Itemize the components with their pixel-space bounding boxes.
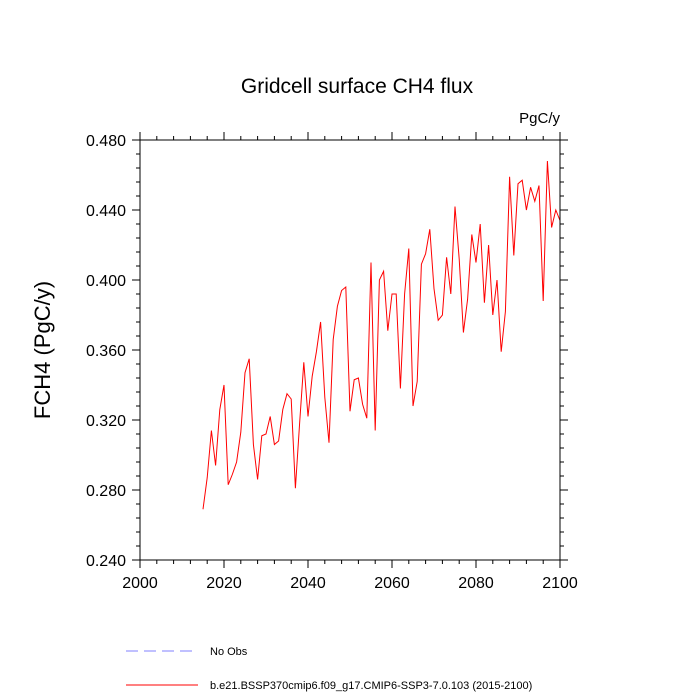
- y-tick-label: 0.240: [86, 553, 126, 570]
- y-tick-label: 0.480: [86, 133, 126, 150]
- y-tick-label: 0.280: [86, 483, 126, 500]
- x-tick-label: 2080: [458, 575, 494, 592]
- legend-label-1: b.e21.BSSP370cmip6.f09_g17.CMIP6-SSP3-7.…: [210, 680, 532, 692]
- y-tick-label: 0.440: [86, 203, 126, 220]
- series-line-0: [202, 160, 561, 510]
- y-tick-label: 0.400: [86, 273, 126, 290]
- x-tick-label: 2040: [290, 575, 326, 592]
- chart-title: Gridcell surface CH4 flux: [241, 75, 474, 98]
- y-axis-label: FCH4 (PgC/y): [30, 281, 55, 419]
- y-tick-label: 0.360: [86, 343, 126, 360]
- legend-label-0: No Obs: [210, 646, 248, 658]
- legend: No Obs b.e21.BSSP370cmip6.f09_g17.CMIP6-S…: [126, 646, 532, 692]
- x-tick-label: 2000: [122, 575, 158, 592]
- units-label: PgC/y: [519, 110, 560, 127]
- x-tick-label: 2020: [206, 575, 242, 592]
- x-tick-label: 2100: [542, 575, 578, 592]
- y-tick-label: 0.320: [86, 413, 126, 430]
- x-tick-label: 2060: [374, 575, 410, 592]
- plot-area: 2000 2020 2040 2060 2080 2100 0.240 0.280 0.320 0…: [86, 132, 578, 592]
